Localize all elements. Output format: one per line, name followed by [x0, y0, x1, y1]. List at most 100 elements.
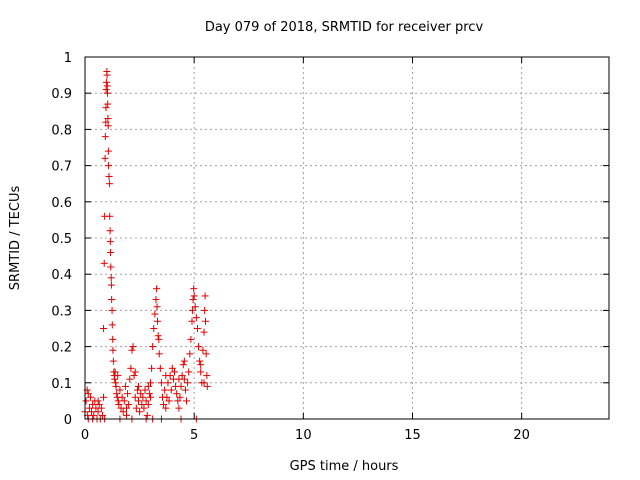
data-point	[104, 122, 112, 130]
data-point	[200, 328, 208, 336]
data-point	[105, 180, 113, 188]
data-point	[147, 379, 154, 387]
x-tick-label: 20	[513, 428, 530, 443]
data-point	[171, 368, 179, 376]
data-point	[101, 154, 109, 162]
data-point	[154, 332, 162, 340]
data-point	[109, 346, 117, 354]
data-point	[126, 375, 134, 383]
x-tick-label: 10	[295, 428, 312, 443]
data-point	[183, 397, 191, 405]
data-point	[125, 401, 133, 409]
data-point	[134, 397, 142, 405]
data-point	[141, 386, 149, 394]
data-point	[114, 372, 122, 380]
data-point	[109, 357, 117, 365]
data-point	[134, 382, 142, 390]
points-layer	[81, 67, 211, 423]
data-point	[100, 325, 108, 332]
data-point	[190, 285, 198, 293]
y-tick-label: 0.6	[51, 196, 72, 211]
data-point	[108, 296, 116, 304]
data-point	[148, 364, 156, 372]
data-point	[106, 212, 114, 220]
data-point	[151, 310, 159, 318]
data-point	[184, 379, 192, 387]
data-point	[168, 364, 176, 372]
data-point	[153, 303, 161, 311]
data-point	[140, 404, 148, 412]
data-point	[88, 408, 96, 416]
data-point	[111, 375, 119, 383]
data-point	[106, 227, 114, 235]
data-point	[102, 78, 110, 86]
data-point	[174, 397, 182, 405]
data-point	[191, 303, 199, 311]
data-point	[107, 248, 115, 256]
data-point	[100, 259, 108, 267]
data-point	[144, 401, 152, 409]
ticks-layer	[84, 56, 609, 420]
data-point	[107, 263, 115, 271]
data-point	[136, 408, 144, 416]
data-point	[108, 321, 116, 329]
data-point	[175, 404, 183, 412]
y-tick-label: 1	[64, 51, 72, 66]
data-point	[201, 292, 209, 300]
data-point	[129, 343, 137, 351]
data-point	[153, 285, 161, 293]
data-point	[133, 386, 141, 394]
data-point	[195, 343, 203, 351]
data-point	[98, 411, 106, 419]
data-point	[138, 401, 146, 409]
data-point	[175, 375, 183, 383]
data-point	[118, 393, 126, 401]
data-point	[89, 401, 97, 409]
data-point	[132, 404, 140, 412]
data-point	[142, 397, 150, 405]
data-point	[185, 368, 193, 376]
data-point	[162, 372, 170, 380]
data-point	[94, 397, 102, 405]
data-point	[143, 411, 151, 419]
data-point	[104, 100, 112, 108]
data-point	[202, 350, 210, 358]
labels-layer: 00.10.20.30.40.50.60.70.80.910 5 10 15 20	[51, 51, 530, 443]
chart-title: Day 079 of 2018, SRMTID for receiver prc…	[205, 20, 484, 35]
data-point	[178, 372, 186, 380]
data-point	[190, 292, 198, 300]
data-point	[164, 379, 172, 387]
data-point	[103, 82, 111, 90]
data-point	[202, 317, 210, 325]
y-tick-label: 0.1	[51, 377, 72, 392]
data-point	[179, 361, 187, 369]
data-point	[107, 274, 115, 282]
data-point	[85, 404, 93, 412]
data-point	[120, 397, 128, 405]
data-point	[116, 386, 124, 394]
data-point	[155, 350, 163, 358]
y-tick-label: 0.2	[51, 341, 72, 356]
data-point	[127, 364, 135, 372]
data-point	[82, 397, 90, 405]
data-point	[192, 314, 200, 322]
y-tick-label: 0.5	[51, 232, 72, 247]
data-point	[113, 390, 121, 398]
y-tick-label: 0.8	[51, 123, 72, 138]
data-point	[162, 404, 170, 412]
data-point	[144, 382, 152, 390]
data-point	[173, 390, 181, 398]
data-point	[189, 296, 197, 304]
data-point	[106, 238, 114, 246]
data-point	[180, 357, 188, 365]
data-point	[167, 386, 175, 394]
data-point	[177, 382, 185, 390]
data-point	[94, 408, 102, 416]
data-point	[147, 393, 154, 401]
data-point	[104, 115, 112, 123]
data-point	[103, 89, 111, 97]
y-tick-label: 0.7	[51, 160, 72, 175]
data-point	[112, 382, 120, 390]
x-axis-label: GPS time / hours	[290, 459, 399, 474]
x-tick-label: 15	[404, 428, 421, 443]
